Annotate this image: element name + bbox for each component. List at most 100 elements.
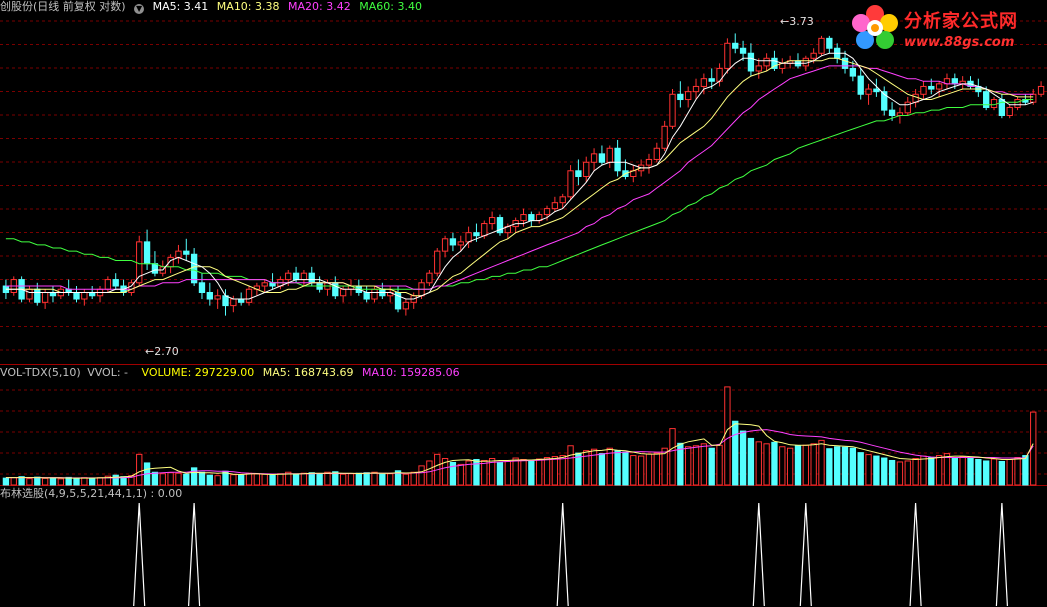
- volume-bar: [857, 452, 864, 486]
- volume-bar: [528, 459, 535, 486]
- candle-body: [590, 153, 598, 163]
- candle-body: [849, 67, 857, 77]
- candle-body: [732, 42, 739, 49]
- volume-bar: [786, 447, 794, 486]
- candle-body: [951, 78, 958, 85]
- volume-bar: [89, 478, 96, 486]
- volume-bar: [104, 475, 112, 486]
- settings-icon[interactable]: ▼: [134, 4, 145, 14]
- low-arrow-icon: ←: [145, 345, 155, 358]
- high-arrow-icon: ←: [780, 15, 790, 28]
- high-price-label: ←3.73: [780, 15, 814, 28]
- candle-body: [441, 238, 449, 252]
- volume-bar: [26, 478, 33, 486]
- signal-spike: [188, 502, 201, 607]
- volume-bar: [904, 460, 911, 486]
- indicator-title[interactable]: 布林选股(4,9,5,5,21,44,1,1) : 0.00: [0, 487, 183, 500]
- volume-bar: [159, 473, 166, 486]
- volume-bar: [834, 446, 841, 486]
- price-panel[interactable]: [2, 33, 1045, 316]
- candle-body: [606, 147, 613, 163]
- volume-bar: [567, 445, 574, 486]
- candle-body: [661, 125, 668, 149]
- candle-body: [183, 250, 190, 255]
- signal-spike: [799, 502, 812, 607]
- volume-bar: [661, 447, 668, 486]
- candle-body: [559, 196, 566, 204]
- candle-body: [990, 99, 998, 108]
- volume-bar: [441, 458, 449, 486]
- volume-bar: [771, 441, 778, 486]
- volume-bar: [645, 453, 653, 486]
- volume-bar: [292, 473, 300, 486]
- candle-body: [575, 170, 582, 178]
- volume-bar: [136, 453, 143, 486]
- volume-bar: [57, 478, 64, 486]
- candle-body: [41, 291, 49, 303]
- volume-bar: [261, 473, 268, 486]
- stock-title[interactable]: 创股份(日线 前复权 对数): [0, 0, 126, 13]
- volume-bar: [849, 447, 857, 486]
- candle-body: [238, 298, 245, 303]
- candle-body: [724, 42, 731, 69]
- volume-bar: [630, 455, 637, 486]
- candle-body: [402, 301, 410, 310]
- indicator-panel[interactable]: [133, 502, 1008, 607]
- volume-bar: [1014, 457, 1021, 486]
- volume-bar: [622, 451, 629, 486]
- volume-bar: [2, 477, 10, 486]
- volume-bar: [394, 470, 402, 486]
- volume-bar: [41, 477, 49, 486]
- volume-bar: [708, 447, 715, 486]
- volume-bar: [559, 455, 566, 486]
- candle-body: [685, 91, 692, 101]
- volume-bar: [928, 457, 935, 486]
- volume-bar: [418, 465, 425, 486]
- volume-bar: [959, 456, 966, 486]
- candle-body: [841, 57, 849, 69]
- candle-body: [912, 93, 919, 103]
- volume-bar: [363, 472, 370, 486]
- candle-body: [434, 250, 441, 274]
- signal-spike: [995, 502, 1008, 607]
- volume-bar: [504, 460, 511, 486]
- grid-lines: [0, 20, 1047, 486]
- candle-body: [669, 93, 676, 127]
- volume-bar: [496, 461, 504, 486]
- volume-bar: [269, 474, 276, 486]
- volume-bar: [481, 459, 488, 486]
- candle-body: [198, 282, 206, 293]
- volume-bar: [316, 473, 323, 486]
- candle-body: [598, 153, 606, 163]
- candle-body: [222, 295, 229, 307]
- volume-panel[interactable]: [2, 386, 1037, 486]
- ma5-label: MA5: 3.41: [152, 0, 209, 13]
- volume-bar: [779, 446, 786, 486]
- logo-url: www.88gs.com: [904, 35, 1015, 50]
- site-logo[interactable]: 分析家公式网 www.88gs.com: [848, 2, 1044, 56]
- candle-body: [653, 147, 660, 160]
- candle-body: [449, 238, 457, 246]
- volume-bar: [606, 447, 613, 486]
- volume-bar: [190, 467, 198, 486]
- volume-bar: [912, 458, 919, 486]
- candle-body: [881, 91, 888, 111]
- vvol-label: VVOL: -: [87, 366, 129, 379]
- volume-bar: [935, 455, 943, 486]
- volume-bar: [324, 471, 331, 486]
- candle-body: [34, 288, 41, 303]
- volume-bar: [943, 453, 951, 486]
- volume-bar: [379, 473, 386, 486]
- candle-body: [763, 57, 770, 67]
- candle-body: [692, 85, 700, 93]
- volume-bar: [614, 450, 621, 486]
- volume-title[interactable]: VOL-TDX(5,10): [0, 366, 81, 379]
- volume-bar: [465, 460, 472, 486]
- volume-bar: [637, 455, 645, 486]
- candle-body: [214, 295, 221, 300]
- volume-bar: [653, 452, 660, 486]
- candle-body: [308, 272, 315, 284]
- ma10-line: [5, 57, 1034, 297]
- candle-body: [645, 158, 653, 166]
